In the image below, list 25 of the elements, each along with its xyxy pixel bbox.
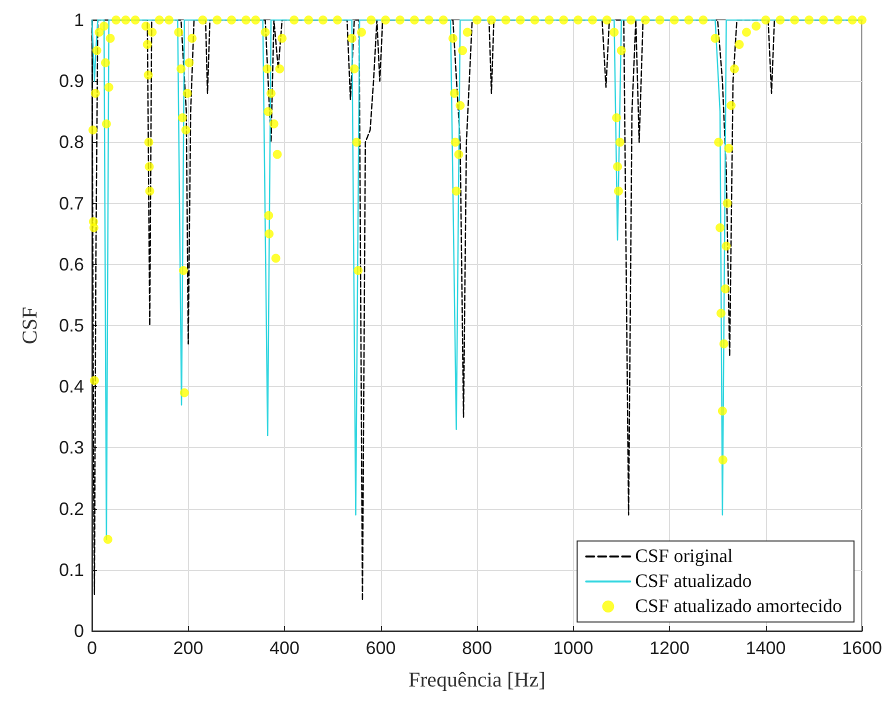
x-tick-label: 200 — [173, 638, 204, 658]
x-tick-label: 0 — [86, 638, 98, 658]
legend-label: CSF atualizado amortecido — [635, 596, 842, 617]
x-tick-label: 1400 — [746, 638, 786, 658]
y-tick-label: 0.3 — [58, 438, 84, 458]
x-tick-label: 1000 — [553, 638, 594, 658]
x-tick-label: 800 — [462, 638, 492, 658]
y-tick-label: 0.4 — [58, 376, 84, 397]
y-tick-label: 0.9 — [58, 71, 84, 92]
y-tick-label: 0.5 — [58, 316, 84, 336]
x-tick-label: 600 — [366, 638, 396, 658]
y-tick-label: 0.2 — [58, 498, 84, 519]
y-tick-label: 1 — [74, 10, 84, 30]
x-axis-title: Frequência [Hz] — [408, 668, 546, 692]
y-tick-label: 0.6 — [58, 254, 84, 274]
y-tick-label: 0.7 — [58, 193, 84, 214]
y-tick-label: 0 — [74, 621, 84, 641]
y-axis-title: CSF — [18, 306, 42, 344]
legend-label: CSF atualizado — [635, 571, 752, 592]
x-tick-label: 1200 — [649, 638, 690, 658]
x-tick-label: 1600 — [842, 638, 882, 658]
legend-label: CSF original — [635, 546, 733, 567]
y-tick-label: 0.8 — [58, 132, 84, 152]
y-tick-label: 0.1 — [58, 560, 84, 580]
x-tick-label: 400 — [269, 638, 300, 658]
